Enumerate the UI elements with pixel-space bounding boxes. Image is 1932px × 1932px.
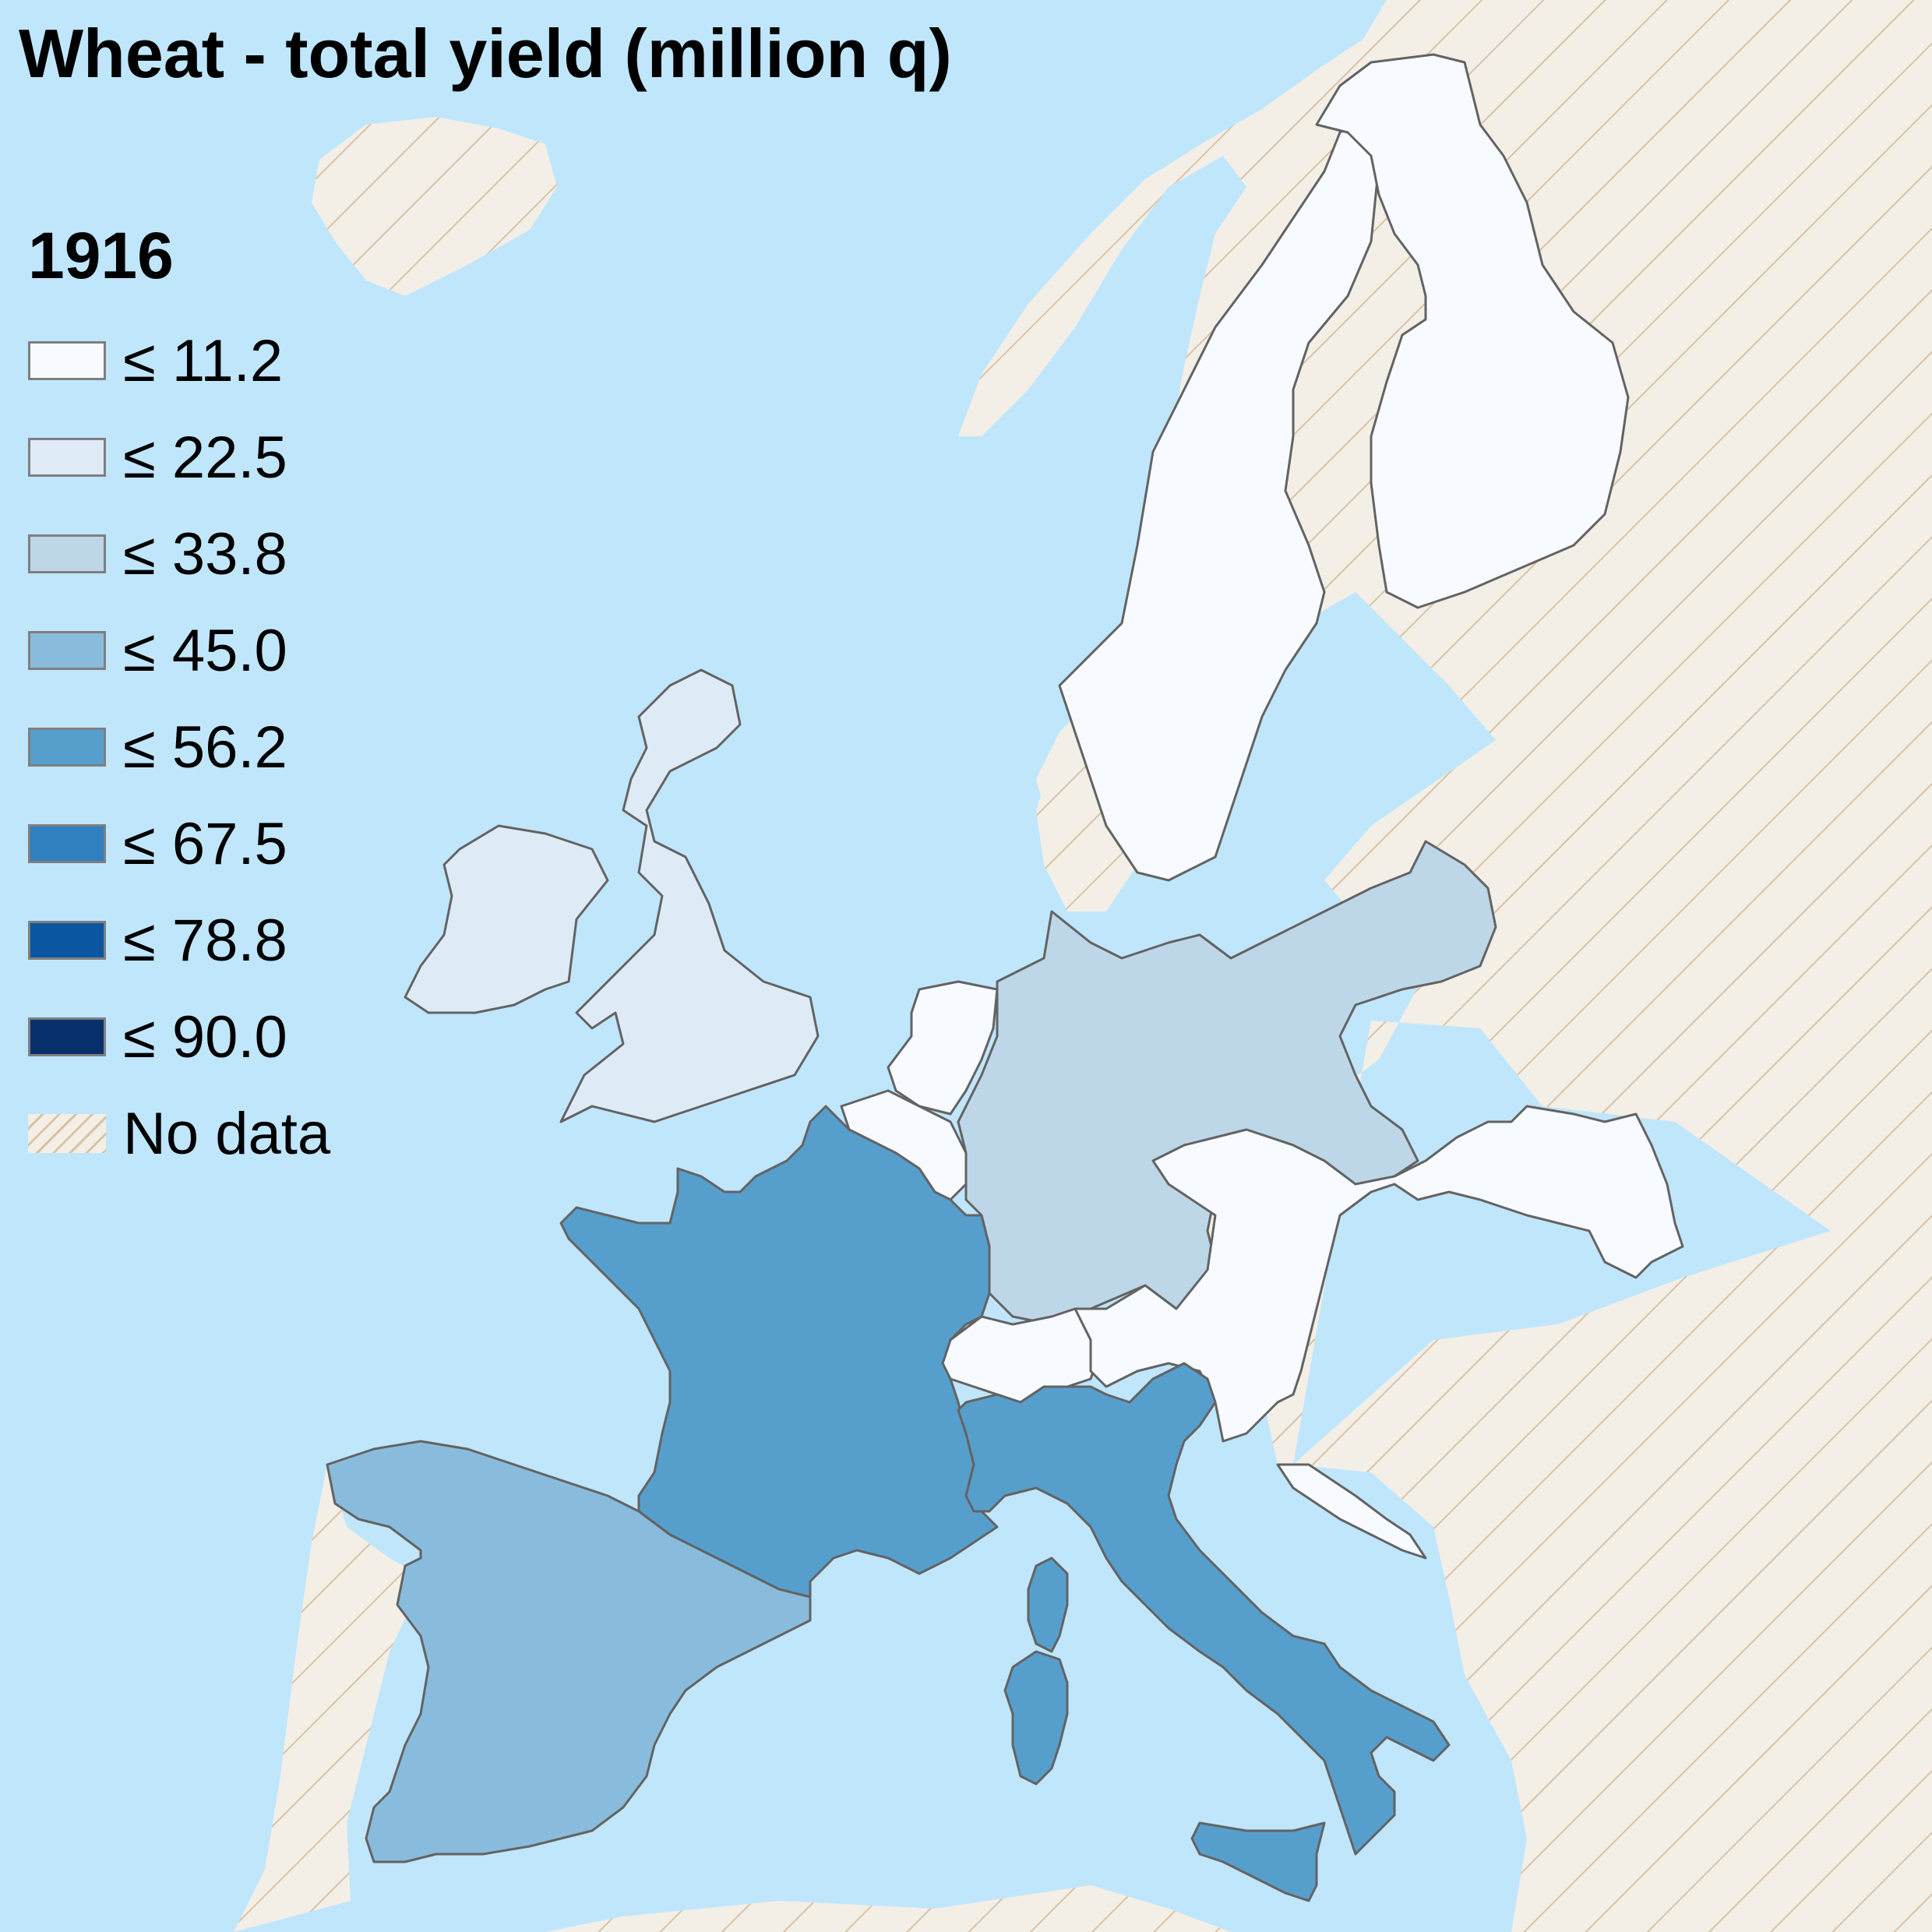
legend-swatch <box>28 824 106 863</box>
sardinia-region <box>1003 1650 1069 1786</box>
austria-hungary-region <box>1074 1105 1684 1443</box>
legend-year: 1916 <box>28 219 174 292</box>
iceland-region <box>312 117 557 296</box>
legend-item: ≤ 67.5 <box>28 795 330 892</box>
legend-label: ≤ 56.2 <box>123 714 287 781</box>
country-shapes <box>326 53 1684 1902</box>
legend-item: No data <box>28 1085 330 1182</box>
legend-label: No data <box>123 1100 331 1167</box>
legend-item: ≤ 90.0 <box>28 989 330 1085</box>
legend-label: ≤ 78.8 <box>123 907 287 974</box>
legend-label: ≤ 90.0 <box>123 1003 287 1070</box>
corsica-region <box>1027 1557 1069 1653</box>
portugal-region <box>234 1465 425 1932</box>
ireland-region <box>404 824 609 1014</box>
legend-swatch <box>28 438 106 477</box>
legend-label: ≤ 11.2 <box>123 327 284 394</box>
map-title: Wheat - total yield (million q) <box>19 15 952 92</box>
balkans-region <box>1293 1231 1932 1932</box>
switzerland-region <box>941 1307 1100 1404</box>
denmark-region <box>1036 756 1137 911</box>
legend-label: ≤ 67.5 <box>123 810 287 877</box>
italy-region <box>957 1362 1451 1856</box>
legend-item: ≤ 33.8 <box>28 506 330 602</box>
legend-label: ≤ 22.5 <box>123 424 287 491</box>
legend-item: ≤ 11.2 <box>28 312 330 409</box>
dalmatia-region <box>1276 1463 1427 1560</box>
legend-item: ≤ 78.8 <box>28 892 330 989</box>
legend-swatch <box>28 728 106 767</box>
legend-swatch <box>28 341 106 380</box>
legend: 1916 ≤ 11.2 ≤ 22.5 ≤ 33.8 ≤ 45.0 ≤ 56.2 … <box>28 218 330 1182</box>
legend-swatch <box>28 921 106 960</box>
spain-region <box>326 1440 812 1863</box>
legend-label: ≤ 45.0 <box>123 617 287 684</box>
legend-item: ≤ 22.5 <box>28 409 330 506</box>
legend-swatch <box>28 534 106 573</box>
finland-region <box>1315 53 1630 609</box>
legend-swatch-no-data <box>28 1114 106 1153</box>
north-africa-region <box>545 1885 1231 1932</box>
legend-item: ≤ 56.2 <box>28 699 330 795</box>
legend-swatch <box>28 631 106 670</box>
legend-swatch <box>28 1017 106 1056</box>
legend-label: ≤ 33.8 <box>123 520 287 587</box>
united-kingdom-region <box>559 668 820 1123</box>
sweden-region <box>1058 115 1380 882</box>
sicily-region <box>1190 1821 1326 1902</box>
legend-item: ≤ 45.0 <box>28 602 330 699</box>
